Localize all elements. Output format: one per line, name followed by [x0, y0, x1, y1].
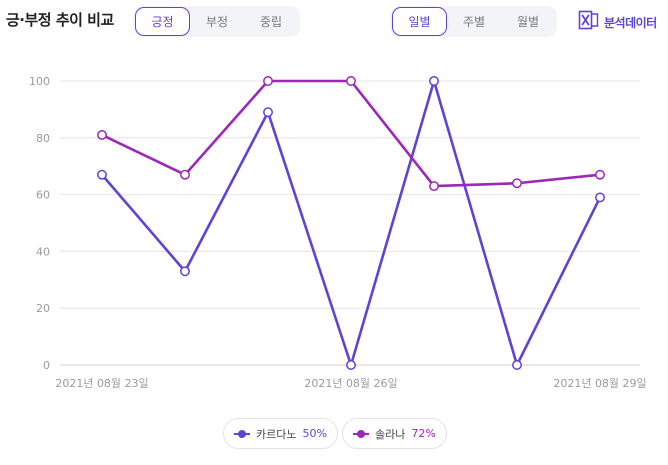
data-point-1-0	[97, 130, 107, 140]
tab-positive[interactable]: 긍정	[135, 7, 190, 36]
tab-neutral[interactable]: 중립	[259, 15, 283, 29]
period-tabs: 일별 주별 월별	[390, 6, 557, 37]
sentiment-tabs: 긍정 부정 중립	[133, 6, 300, 37]
data-point-0-1	[180, 266, 190, 277]
y-tick-label: 20	[36, 302, 50, 315]
tab-negative[interactable]: 부정	[205, 15, 229, 29]
y-tick-label: 40	[36, 245, 50, 258]
y-tick-label: 60	[36, 189, 50, 202]
tab-daily[interactable]: 일별	[392, 7, 447, 36]
chart-title: 긍·부정 추이 비교	[6, 11, 114, 29]
data-point-0-4	[429, 76, 439, 86]
legend-value-solana: 72%	[411, 427, 436, 440]
data-point-0-5	[512, 360, 522, 370]
tab-weekly[interactable]: 주별	[462, 15, 486, 29]
export-data-label: 분석데이터	[604, 15, 657, 30]
excel-icon	[578, 9, 600, 35]
data-point-0-2	[263, 107, 273, 118]
y-tick-label: 80	[36, 132, 50, 145]
x-tick-label: 2021년 08월 23일	[55, 376, 148, 390]
series-line-1	[100, 79, 602, 188]
x-tick-label: 2021년 08월 26일	[304, 376, 397, 390]
data-point-1-2	[263, 76, 273, 86]
y-tick-label: 100	[29, 75, 50, 88]
data-point-1-6	[595, 169, 605, 180]
data-point-0-0	[97, 169, 107, 180]
data-point-1-1	[180, 169, 190, 180]
data-point-1-4	[429, 181, 439, 192]
tab-monthly[interactable]: 월별	[516, 15, 540, 29]
x-tick-label: 2021년 08월 29일	[553, 376, 646, 390]
legend-item-solana[interactable]: 솔라나 72%	[342, 418, 447, 449]
data-point-0-6	[595, 192, 605, 203]
line-chart: 0 20 40 60 80 100 2021년 08월 23일 2021년 08월 26일 20…	[29, 75, 647, 390]
data-point-1-5	[512, 178, 522, 189]
export-data-button[interactable]: 분석데이터	[578, 9, 657, 35]
y-tick-label: 0	[43, 359, 50, 372]
legend-item-cardano[interactable]: 카르다노 50%	[223, 418, 338, 449]
legend-label-solana: 솔라나	[375, 427, 406, 441]
legend-marker-solana	[353, 429, 369, 439]
legend-label-cardano: 카르다노	[256, 427, 297, 441]
legend-marker-cardano	[234, 429, 250, 439]
series-line-0	[100, 79, 602, 367]
data-point-1-3	[346, 76, 356, 86]
data-point-0-3	[346, 360, 356, 370]
legend-value-cardano: 50%	[302, 427, 327, 440]
